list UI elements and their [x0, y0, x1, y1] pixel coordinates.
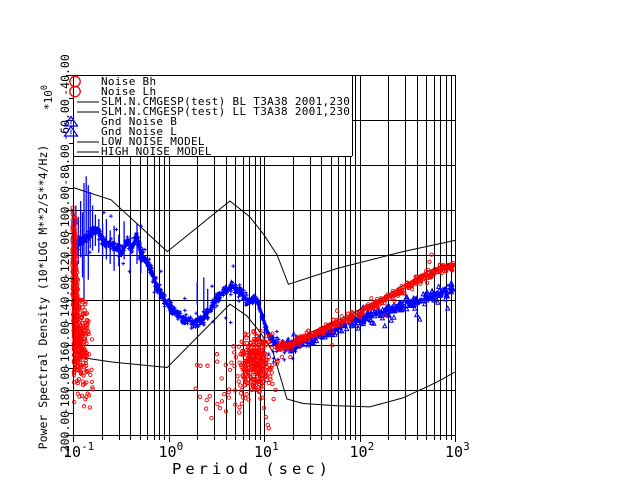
series-gnd-noise-l: [287, 280, 456, 354]
legend-entry: HIGH NOISE MODEL: [77, 145, 212, 158]
y-tick-label: -140.00: [58, 276, 72, 325]
legend-entry: SLM.N.CMGESP(test) LL T3A38 2001,230: [77, 105, 350, 118]
series-noise-bh: [70, 205, 95, 410]
x-axis-label: Period (sec): [172, 460, 332, 478]
x-tick-label: 100: [159, 440, 184, 461]
series-high-noise-model: [72, 187, 456, 285]
series-gnd-noise-b: [72, 176, 300, 364]
x-tick-label: 10-1: [63, 440, 94, 461]
y-tick-label: -160.00: [58, 321, 72, 370]
legend-entry-label: Noise Bh: [101, 75, 156, 88]
x-axis-ticks: [73, 435, 456, 442]
legend-entry: LOW NOISE MODEL: [77, 135, 205, 148]
y-axis-multiplier: *100: [40, 85, 55, 110]
y-tick-label: -100.00: [58, 186, 72, 235]
blue-triangle-marker-icon: [63, 125, 79, 137]
y-tick-label: -120.00: [58, 231, 72, 280]
y-tick-label: -200.00: [58, 411, 72, 460]
series-noise-lh: [193, 252, 456, 431]
legend-entry: Gnd Noise L: [63, 125, 177, 138]
legend-entry: SLM.N.CMGESP(test) BL T3A38 2001,230: [77, 95, 350, 108]
y-tick-label: -40.00: [58, 54, 72, 96]
legend-entry-label: Noise Lh: [101, 85, 156, 98]
legend-entry-label: SLM.N.CMGESP(test) LL T3A38 2001,230: [101, 105, 350, 118]
legend-entry-label: HIGH NOISE MODEL: [101, 145, 212, 158]
y-axis-ticks: [66, 75, 73, 436]
legend-entry-label: Gnd Noise B: [101, 115, 177, 128]
axis-labels: -40.00-60.00-80.00-100.00-120.00-140.00-…: [36, 54, 470, 478]
legend-entry: Noise Lh: [69, 85, 156, 98]
series-low-noise-model: [72, 303, 456, 408]
y-axis-label: Power Spectral Density (10*LOG M**2/S**4…: [36, 145, 50, 450]
legend-box: [73, 75, 353, 157]
x-tick-label: 103: [445, 440, 470, 461]
x-tick-label: 102: [350, 440, 375, 461]
legend-entry-label: LOW NOISE MODEL: [101, 135, 205, 148]
legend-entry-label: Gnd Noise L: [101, 125, 177, 138]
x-tick-label: 101: [254, 440, 279, 461]
red-circle-marker-icon: [69, 85, 81, 98]
y-tick-label: -180.00: [58, 366, 72, 415]
y-tick-label: -80.00: [58, 144, 72, 186]
legend-entry-label: SLM.N.CMGESP(test) BL T3A38 2001,230: [101, 95, 350, 108]
